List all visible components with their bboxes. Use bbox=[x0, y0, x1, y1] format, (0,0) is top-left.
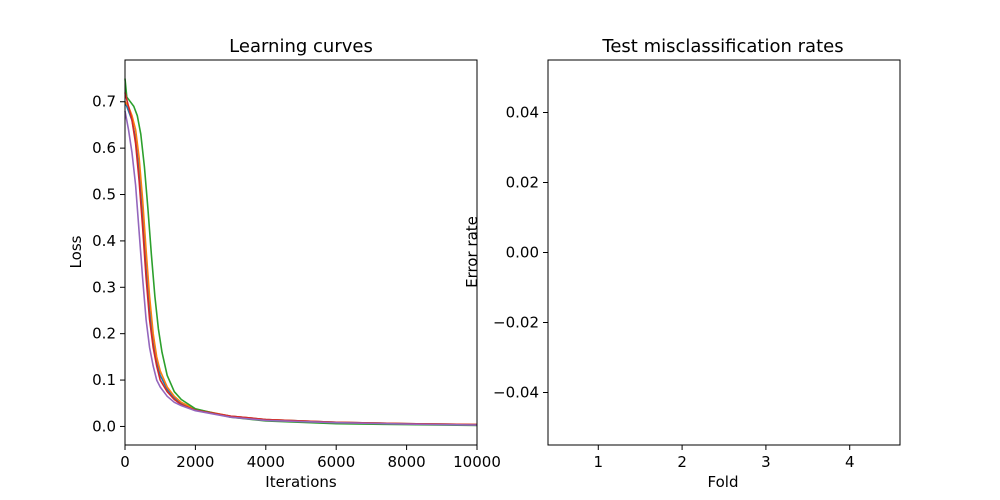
left-x-tick-label: 8000 bbox=[388, 453, 426, 471]
left-y-tick-label: 0.1 bbox=[92, 371, 116, 389]
right-y-tick-label: −0.02 bbox=[493, 314, 539, 332]
left-y-axis-label: Loss bbox=[67, 235, 85, 268]
left-series-line-5 bbox=[124, 110, 478, 426]
left-series-line-3 bbox=[124, 78, 478, 427]
left-y-tick-label: 0.6 bbox=[92, 139, 116, 157]
left-chart-series-group bbox=[124, 78, 478, 427]
left-x-tick-label: 2000 bbox=[176, 453, 214, 471]
left-x-tick-label: 10000 bbox=[453, 453, 501, 471]
right-x-tick-label: 2 bbox=[677, 453, 687, 471]
right-x-tick-label: 3 bbox=[761, 453, 771, 471]
right-x-axis-label: Fold bbox=[708, 473, 739, 491]
left-chart: Learning curves 0 2000 4000 6000 8000 10000 0.… bbox=[67, 36, 501, 491]
right-y-tick-label: 0.04 bbox=[506, 104, 539, 122]
left-y-tick-label: 0.7 bbox=[92, 93, 116, 111]
right-y-axis-label: Error rate bbox=[463, 216, 481, 288]
right-chart: Test misclassification rates 1 2 3 4 −0.04 −0… bbox=[463, 36, 901, 491]
right-y-tick-label: −0.04 bbox=[493, 384, 539, 402]
left-plot-frame bbox=[124, 59, 478, 446]
left-chart-title: Learning curves bbox=[229, 36, 373, 57]
left-series-line-4 bbox=[124, 92, 478, 426]
left-x-tick-label: 0 bbox=[120, 453, 130, 471]
right-chart-title: Test misclassification rates bbox=[601, 36, 843, 57]
right-y-tick-label: 0.02 bbox=[506, 174, 539, 192]
left-y-tick-label: 0.3 bbox=[92, 278, 116, 296]
left-y-tick-label: 0.2 bbox=[92, 325, 116, 343]
right-y-tick-label: 0.00 bbox=[506, 244, 539, 262]
right-x-tick-label: 1 bbox=[594, 453, 604, 471]
left-x-axis-label: Iterations bbox=[265, 473, 337, 491]
left-y-tick-label: 0.4 bbox=[92, 232, 116, 250]
right-plot-frame bbox=[547, 59, 901, 446]
right-x-tick-label: 4 bbox=[845, 453, 855, 471]
right-chart-ticks: 1 2 3 4 −0.04 −0.02 0.00 0.02 0.04 bbox=[493, 104, 854, 472]
left-series-line-1 bbox=[124, 101, 478, 426]
left-y-tick-label: 0.0 bbox=[92, 417, 116, 435]
left-chart-ticks: 0 2000 4000 6000 8000 10000 0.0 0.1 0.2 0.3 0.4 0.5… bbox=[92, 93, 501, 471]
left-x-tick-label: 6000 bbox=[317, 453, 355, 471]
left-y-tick-label: 0.5 bbox=[92, 186, 116, 204]
left-series-line-2 bbox=[124, 101, 478, 426]
left-x-tick-label: 4000 bbox=[247, 453, 285, 471]
